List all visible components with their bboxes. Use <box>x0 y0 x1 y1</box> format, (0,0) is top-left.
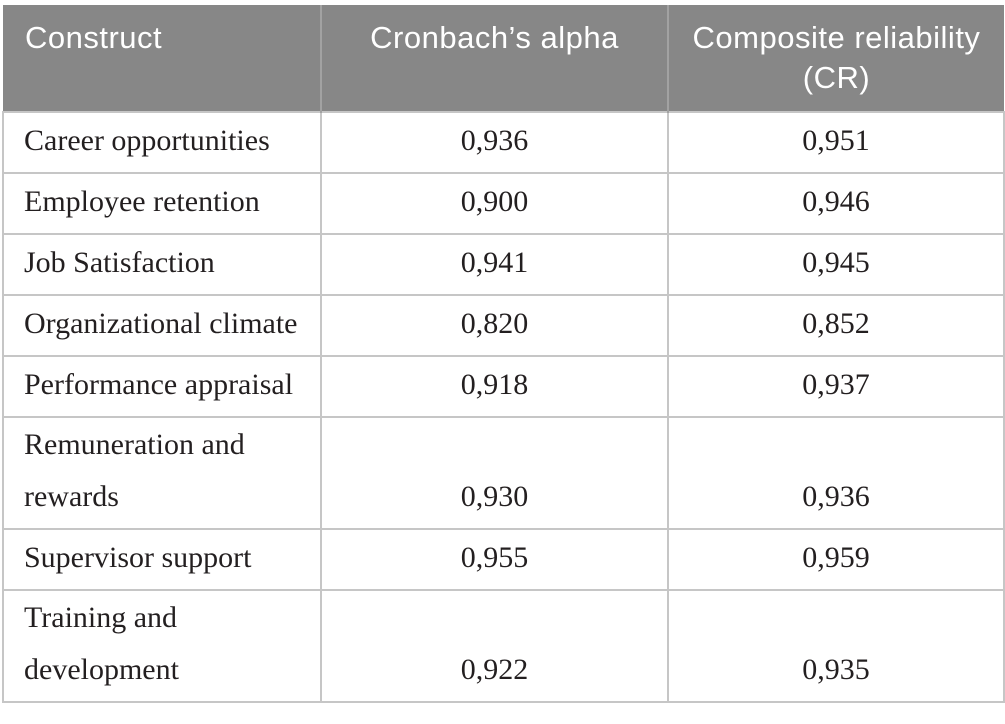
cr-cell: 0,935 <box>667 589 1005 703</box>
cr-cell: 0,852 <box>667 294 1005 357</box>
cr-cell: 0,945 <box>667 233 1005 296</box>
cr-cell: 0,937 <box>667 355 1005 418</box>
cr-cell: 0,959 <box>667 528 1005 591</box>
alpha-cell: 0,936 <box>320 111 669 174</box>
construct-cell: Employee retention <box>2 172 322 235</box>
column-header-cronbachs-alpha: Cronbach’s alpha <box>320 5 668 112</box>
alpha-cell: 0,930 <box>320 416 669 530</box>
table-body: Career opportunities 0,936 0,951 Employe… <box>2 111 1005 703</box>
table-row: Employee retention 0,900 0,946 <box>2 172 1005 235</box>
table-row: Job Satisfaction 0,941 0,945 <box>2 233 1005 296</box>
cr-cell: 0,951 <box>667 111 1005 174</box>
construct-cell: Supervisor support <box>2 528 322 591</box>
column-header-construct: Construct <box>3 5 321 112</box>
construct-cell: Organizational climate <box>2 294 322 357</box>
cr-cell: 0,946 <box>667 172 1005 235</box>
alpha-cell: 0,900 <box>320 172 669 235</box>
alpha-cell: 0,918 <box>320 355 669 418</box>
cr-cell: 0,936 <box>667 416 1005 530</box>
alpha-cell: 0,820 <box>320 294 669 357</box>
column-header-composite-reliability: Composite reliability (CR) <box>667 5 1004 112</box>
reliability-table: Construct Cronbach’s alpha Composite rel… <box>2 5 1005 703</box>
table-row: Remuneration and rewards 0,930 0,936 <box>2 416 1005 530</box>
table-header: Construct Cronbach’s alpha Composite rel… <box>3 5 1004 112</box>
alpha-cell: 0,922 <box>320 589 669 703</box>
alpha-cell: 0,955 <box>320 528 669 591</box>
construct-cell: Training and development <box>2 589 322 703</box>
table-row: Performance appraisal 0,918 0,937 <box>2 355 1005 418</box>
table-row: Training and development 0,922 0,935 <box>2 589 1005 703</box>
construct-cell: Remuneration and rewards <box>2 416 322 530</box>
construct-cell: Performance appraisal <box>2 355 322 418</box>
construct-cell: Job Satisfaction <box>2 233 322 296</box>
alpha-cell: 0,941 <box>320 233 669 296</box>
header-row: Construct Cronbach’s alpha Composite rel… <box>3 5 1004 112</box>
table-row: Career opportunities 0,936 0,951 <box>2 111 1005 174</box>
table-row: Organizational climate 0,820 0,852 <box>2 294 1005 357</box>
table-row: Supervisor support 0,955 0,959 <box>2 528 1005 591</box>
construct-cell: Career opportunities <box>2 111 322 174</box>
